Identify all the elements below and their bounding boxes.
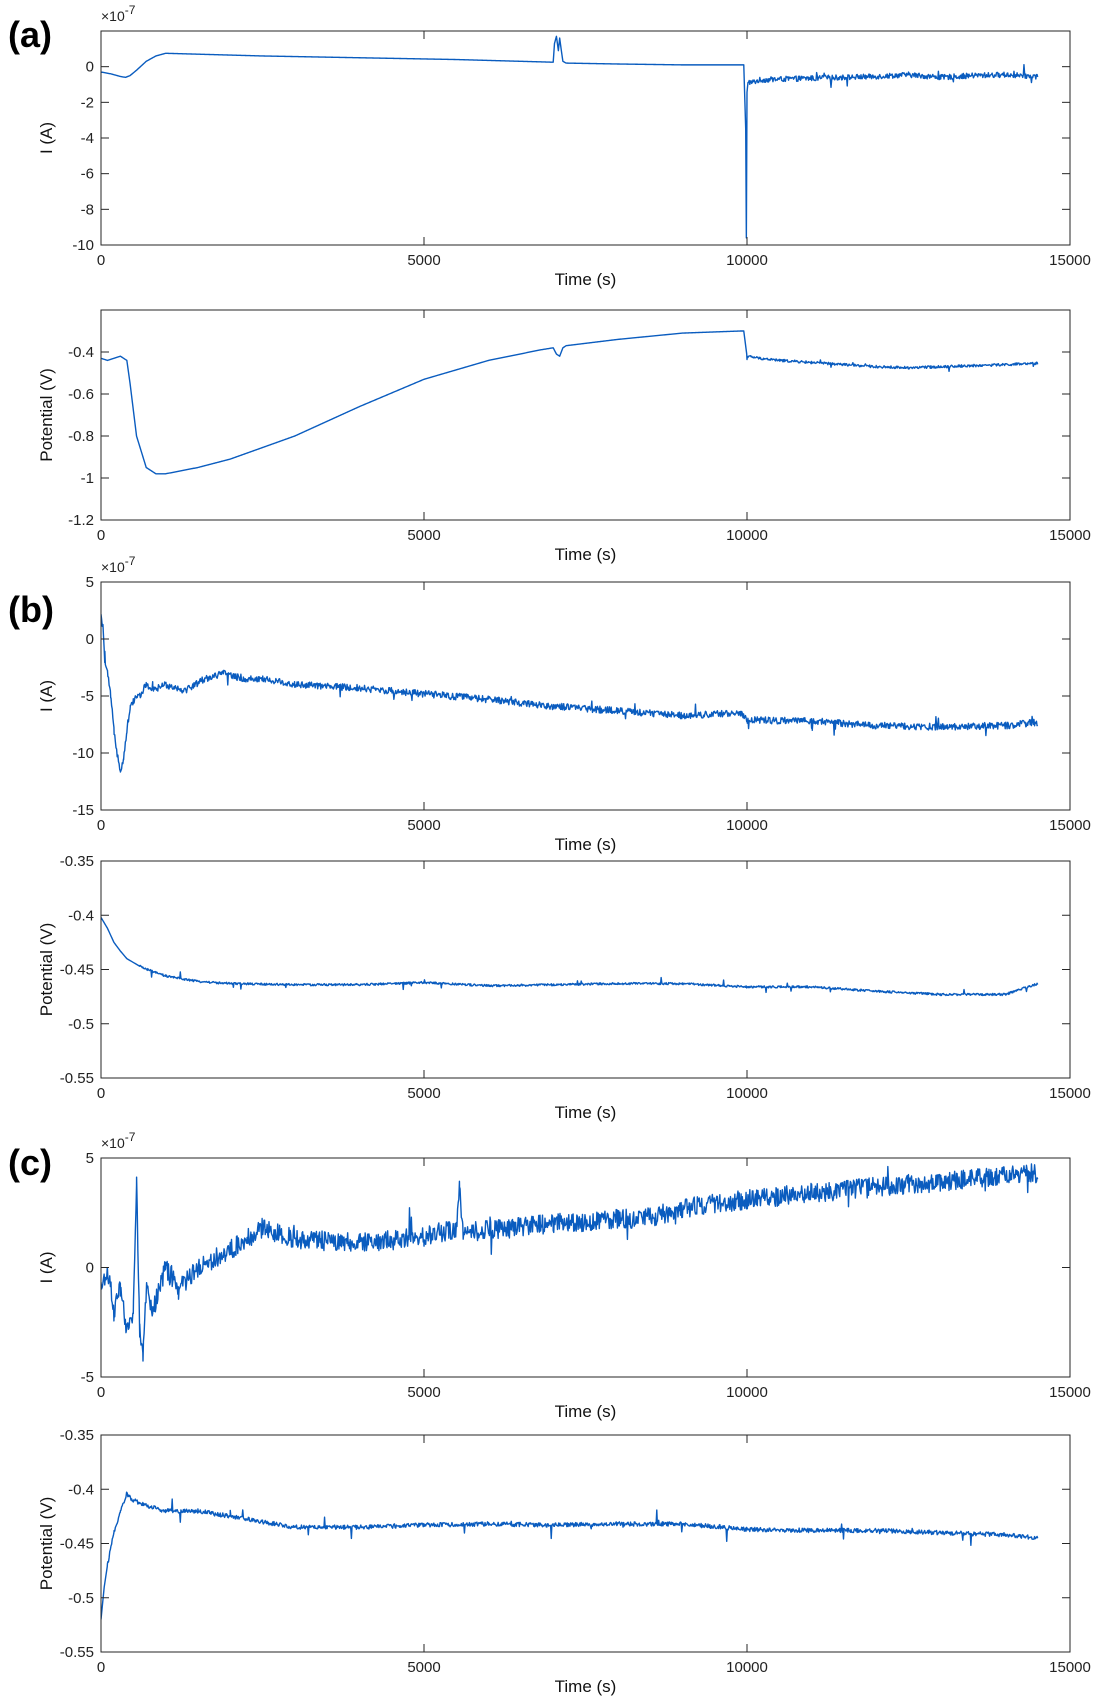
series-line xyxy=(101,1491,1039,1620)
x-tick-label: 5000 xyxy=(407,527,440,544)
series-line xyxy=(101,330,1039,475)
x-tick-label: 0 xyxy=(97,817,105,834)
y-axis-label: Potential (V) xyxy=(37,368,56,462)
exponent-base: ×10 xyxy=(101,559,125,575)
x-tick-label: 0 xyxy=(97,1384,105,1401)
x-tick-label: 15000 xyxy=(1049,527,1091,544)
y-tick-label: -0.35 xyxy=(60,853,94,870)
panel-label-1: (b) xyxy=(8,589,54,630)
y-axis-label: I (A) xyxy=(37,1251,56,1283)
y-tick-label: -0.6 xyxy=(68,386,94,403)
y-tick-label: -0.4 xyxy=(68,344,94,361)
y-tick-label: 0 xyxy=(86,59,94,76)
x-axis-label: Time (s) xyxy=(555,1402,617,1421)
y-tick-label: -0.4 xyxy=(68,907,94,924)
x-tick-label: 10000 xyxy=(726,527,768,544)
y-tick-label: -6 xyxy=(81,166,94,183)
x-tick-label: 0 xyxy=(97,1659,105,1676)
plot-area xyxy=(101,1158,1070,1377)
x-tick-label: 5000 xyxy=(407,1085,440,1102)
y-tick-label: -8 xyxy=(81,201,94,218)
y-tick-label: -0.45 xyxy=(60,1536,94,1553)
x-tick-label: 10000 xyxy=(726,252,768,269)
plot-area xyxy=(101,310,1070,520)
y-axis-label: I (A) xyxy=(37,122,56,154)
exponent-power: -7 xyxy=(125,1130,136,1144)
y-tick-label: 5 xyxy=(86,574,94,591)
y-axis-label: Potential (V) xyxy=(37,1497,56,1591)
exponent-power: -7 xyxy=(125,3,136,17)
axes-box xyxy=(100,309,1071,521)
x-tick-label: 5000 xyxy=(407,1384,440,1401)
y-tick-label: -0.4 xyxy=(68,1481,94,1498)
y-tick-label: -5 xyxy=(81,688,94,705)
plot-area xyxy=(101,1435,1070,1652)
x-tick-label: 10000 xyxy=(726,1659,768,1676)
x-tick-label: 15000 xyxy=(1049,252,1091,269)
y-tick-label: 5 xyxy=(86,1150,94,1167)
x-axis-label: Time (s) xyxy=(555,270,617,289)
series-line xyxy=(101,35,1039,239)
y-tick-label: -0.8 xyxy=(68,428,94,445)
x-axis-label: Time (s) xyxy=(555,835,617,854)
series-line xyxy=(101,917,1039,997)
plot-area xyxy=(101,31,1070,245)
panel-label-0: (a) xyxy=(8,14,52,55)
x-axis-label: Time (s) xyxy=(555,1677,617,1696)
plot-3: 0 5000 10000 15000 -0.35 -0.4 -0.45 -0.5 -0.55 Ti… xyxy=(37,853,1091,1122)
y-tick-label: 0 xyxy=(86,1260,94,1277)
x-tick-label: 5000 xyxy=(407,1659,440,1676)
y-tick-label: -15 xyxy=(72,802,94,819)
x-tick-label: 15000 xyxy=(1049,817,1091,834)
y-tick-label: -0.5 xyxy=(68,1016,94,1033)
y-axis-label: I (A) xyxy=(37,680,56,712)
exponent-base: ×10 xyxy=(101,8,125,24)
y-tick-label: -0.5 xyxy=(68,1590,94,1607)
y-tick-label: -0.55 xyxy=(60,1644,94,1661)
x-tick-label: 15000 xyxy=(1049,1085,1091,1102)
y-tick-label: -5 xyxy=(81,1369,94,1386)
plot-2: 0 5000 10000 15000 5 0 -5 -10 -15 Time (s) I (A) ×1… xyxy=(37,554,1091,854)
x-axis-label: Time (s) xyxy=(555,1103,617,1122)
y-tick-label: -10 xyxy=(72,745,94,762)
x-tick-label: 0 xyxy=(97,252,105,269)
x-tick-label: 15000 xyxy=(1049,1384,1091,1401)
series-line xyxy=(101,1163,1039,1362)
exponent-power: -7 xyxy=(125,554,136,568)
y-tick-label: -0.55 xyxy=(60,1070,94,1087)
x-tick-label: 0 xyxy=(97,527,105,544)
plot-0: 0 5000 10000 15000 0 -2 -4 -6 -8 -10 Time (s) I (A)… xyxy=(37,3,1091,289)
exponent-label: ×10-7 xyxy=(101,1130,136,1151)
x-tick-label: 10000 xyxy=(726,817,768,834)
y-axis-label: Potential (V) xyxy=(37,923,56,1017)
x-tick-label: 15000 xyxy=(1049,1659,1091,1676)
y-tick-label: -0.35 xyxy=(60,1427,94,1444)
x-axis-label: Time (s) xyxy=(555,545,617,564)
x-tick-label: 5000 xyxy=(407,252,440,269)
y-tick-label: -10 xyxy=(72,237,94,254)
plot-5: 0 5000 10000 15000 -0.35 -0.4 -0.45 -0.5 -0.55 Ti… xyxy=(37,1427,1091,1696)
x-tick-label: 10000 xyxy=(726,1384,768,1401)
x-tick-label: 5000 xyxy=(407,817,440,834)
plot-area xyxy=(101,861,1070,1078)
exponent-label: ×10-7 xyxy=(101,3,136,24)
panel-label-2: (c) xyxy=(8,1142,52,1183)
exponent-base: ×10 xyxy=(101,1135,125,1151)
x-tick-label: 10000 xyxy=(726,1085,768,1102)
y-tick-label: -0.45 xyxy=(60,962,94,979)
plot-1: 0 5000 10000 15000 -0.4 -0.6 -0.8 -1 -1.2 Time (s… xyxy=(37,309,1091,564)
exponent-label: ×10-7 xyxy=(101,554,136,575)
y-tick-label: -2 xyxy=(81,94,94,111)
series-line xyxy=(101,614,1039,773)
y-tick-label: -4 xyxy=(81,130,94,147)
y-tick-label: -1.2 xyxy=(68,512,94,529)
plot-area xyxy=(101,582,1070,810)
y-tick-label: 0 xyxy=(86,631,94,648)
x-tick-label: 0 xyxy=(97,1085,105,1102)
y-tick-label: -1 xyxy=(81,470,94,487)
